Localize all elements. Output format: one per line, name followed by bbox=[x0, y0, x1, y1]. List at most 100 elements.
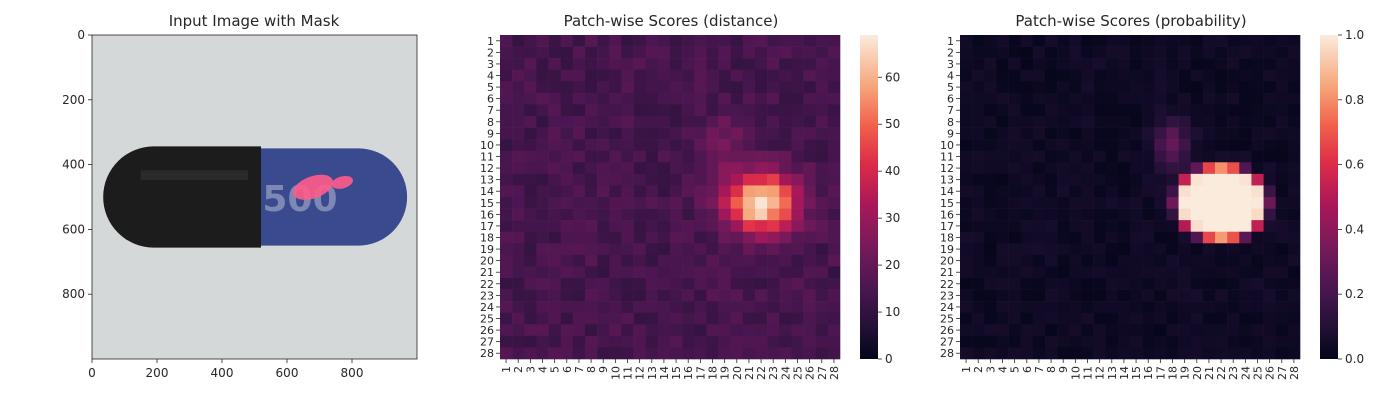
heatmap-cell bbox=[1275, 197, 1289, 209]
heatmap-cell bbox=[1117, 312, 1131, 325]
heatmap-cell bbox=[597, 324, 610, 337]
heatmap-cell bbox=[633, 35, 647, 47]
heatmap-cell bbox=[984, 231, 997, 244]
row-tick-label: 26 bbox=[480, 324, 494, 337]
heatmap-cell bbox=[730, 335, 744, 348]
heatmap-cell bbox=[1069, 185, 1082, 198]
colorbar-tick-label: 0.2 bbox=[1345, 287, 1364, 301]
heatmap-cell bbox=[1251, 116, 1264, 128]
heatmap-cell bbox=[827, 104, 841, 117]
image-frame bbox=[91, 34, 418, 360]
heatmap-cell bbox=[1081, 266, 1094, 279]
heatmap-cell bbox=[1215, 58, 1228, 71]
heatmap-cell bbox=[1190, 335, 1204, 348]
heatmap-cell bbox=[609, 35, 622, 47]
heatmap-cell bbox=[827, 185, 841, 198]
heatmap-cell bbox=[536, 81, 549, 94]
heatmap-cell bbox=[524, 289, 537, 302]
heatmap-cell bbox=[572, 289, 586, 302]
heatmap-cell bbox=[972, 162, 985, 175]
heatmap-cell bbox=[1215, 208, 1228, 221]
heatmap-cell bbox=[609, 197, 622, 209]
heatmap-cell bbox=[1117, 301, 1131, 314]
heatmap-cell bbox=[984, 35, 997, 47]
heatmap-cell bbox=[1093, 35, 1107, 47]
heatmap-cell bbox=[670, 335, 683, 348]
heatmap-cell bbox=[1105, 127, 1119, 140]
row-tick-label: 22 bbox=[480, 278, 494, 291]
heatmap-cell bbox=[996, 278, 1009, 290]
capsule-body bbox=[254, 148, 408, 246]
heatmap-cell bbox=[1239, 220, 1252, 233]
heatmap-cell bbox=[972, 127, 985, 140]
col-tick-label: 21 bbox=[743, 366, 756, 380]
heatmap-cell bbox=[1190, 197, 1204, 209]
heatmap-cell bbox=[815, 278, 829, 290]
heatmap-cell bbox=[767, 254, 780, 267]
heatmap-cell bbox=[1215, 127, 1228, 140]
panel-title: Patch-wise Scores (distance) bbox=[564, 12, 779, 30]
heatmap-cell bbox=[1069, 173, 1082, 186]
heatmap-cell bbox=[815, 58, 829, 71]
heatmap-cell bbox=[755, 254, 768, 267]
heatmap-cell bbox=[524, 46, 537, 59]
heatmap-cell bbox=[1130, 278, 1143, 290]
heatmap-cell bbox=[718, 92, 732, 105]
heatmap-cell bbox=[1190, 312, 1204, 325]
heatmap-cell bbox=[960, 220, 973, 233]
heatmap-cell bbox=[718, 185, 732, 198]
x-tick-label: 600 bbox=[276, 366, 299, 380]
heatmap-cell bbox=[1008, 35, 1022, 47]
col-tick-label: 18 bbox=[707, 366, 720, 380]
heatmap-cell bbox=[645, 69, 659, 82]
heatmap-cell bbox=[972, 335, 985, 348]
heatmap-cell bbox=[815, 197, 829, 209]
heatmap-cell bbox=[621, 266, 634, 279]
heatmap-cell bbox=[645, 116, 659, 128]
heatmap-cell bbox=[1190, 127, 1204, 140]
heatmap-cell bbox=[597, 243, 610, 256]
heatmap-cell bbox=[1081, 335, 1094, 348]
heatmap-cell bbox=[1045, 81, 1058, 94]
heatmap-cell bbox=[609, 139, 622, 152]
heatmap-cell bbox=[1215, 335, 1228, 348]
heatmap-cell bbox=[1227, 289, 1240, 302]
heatmap-cell bbox=[706, 150, 719, 163]
heatmap-cell bbox=[536, 312, 549, 325]
heatmap-cell bbox=[585, 243, 598, 256]
heatmap-cell bbox=[767, 197, 780, 209]
heatmap-cell bbox=[1287, 46, 1301, 59]
heatmap-cell bbox=[1008, 289, 1022, 302]
row-tick-label: 14 bbox=[480, 185, 494, 198]
heatmap-cell bbox=[645, 104, 659, 117]
heatmap-cell bbox=[1227, 197, 1240, 209]
heatmap-cell bbox=[524, 301, 537, 314]
heatmap-cell bbox=[1057, 220, 1070, 233]
heatmap-cell bbox=[1105, 35, 1119, 47]
heatmap-cell bbox=[597, 58, 610, 71]
heatmap-cell bbox=[742, 46, 756, 59]
heatmap-cell bbox=[548, 81, 562, 94]
heatmap-cell bbox=[1202, 58, 1216, 71]
heatmap-cell bbox=[996, 139, 1009, 152]
heatmap-cell bbox=[779, 46, 792, 59]
heatmap-cell bbox=[609, 312, 622, 325]
heatmap-cell bbox=[1117, 278, 1131, 290]
heatmap-cell bbox=[1020, 46, 1034, 59]
heatmap-cell bbox=[1154, 208, 1167, 221]
heatmap-cell bbox=[1032, 139, 1046, 152]
heatmap-cell bbox=[1117, 58, 1131, 71]
heatmap-cell bbox=[1275, 301, 1289, 314]
heatmap-cell bbox=[1215, 116, 1228, 128]
heatmap-cell bbox=[1032, 150, 1046, 163]
heatmap-cell bbox=[1275, 92, 1289, 105]
heatmap-cell bbox=[1190, 35, 1204, 47]
heatmap-cell bbox=[1081, 289, 1094, 302]
heatmap-cell bbox=[1093, 116, 1107, 128]
heatmap-cell bbox=[984, 81, 997, 94]
heatmap-cell bbox=[1239, 301, 1252, 314]
heatmap-cell bbox=[1239, 81, 1252, 94]
heatmap-cell bbox=[730, 254, 744, 267]
heatmap-cell bbox=[633, 243, 647, 256]
heatmap-cell bbox=[572, 197, 586, 209]
